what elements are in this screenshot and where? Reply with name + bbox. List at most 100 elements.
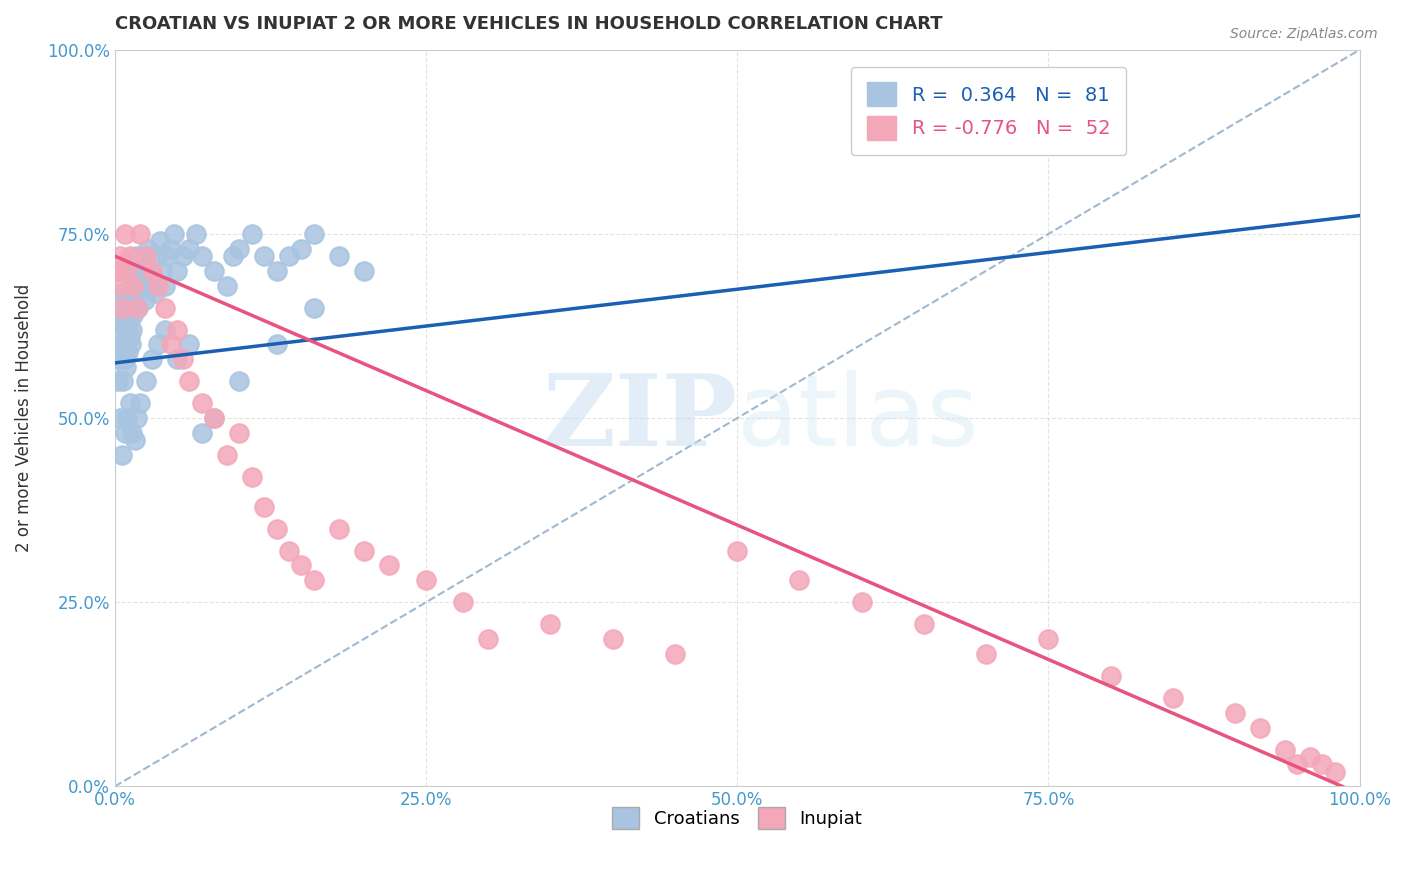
Point xyxy=(253,249,276,263)
Point xyxy=(115,359,138,374)
Point xyxy=(1038,632,1060,647)
Point xyxy=(124,293,146,308)
Point xyxy=(127,301,149,315)
Point xyxy=(146,249,169,263)
Point xyxy=(538,617,561,632)
Point xyxy=(108,249,131,263)
Point xyxy=(1099,669,1122,683)
Point xyxy=(353,264,375,278)
Point xyxy=(121,301,143,315)
Point xyxy=(127,249,149,263)
Point xyxy=(166,264,188,278)
Point xyxy=(215,278,238,293)
Point xyxy=(111,315,134,329)
Point xyxy=(107,323,129,337)
Point xyxy=(127,301,149,315)
Point xyxy=(302,573,325,587)
Text: Source: ZipAtlas.com: Source: ZipAtlas.com xyxy=(1230,27,1378,41)
Point xyxy=(121,323,143,337)
Point xyxy=(453,595,475,609)
Point xyxy=(115,411,138,425)
Point xyxy=(602,632,624,647)
Point xyxy=(125,278,148,293)
Point xyxy=(138,242,160,256)
Point xyxy=(148,337,170,351)
Point xyxy=(202,411,225,425)
Point xyxy=(789,573,811,587)
Point xyxy=(415,573,437,587)
Point xyxy=(166,323,188,337)
Point xyxy=(253,500,276,514)
Point xyxy=(1323,764,1346,779)
Point xyxy=(124,434,146,448)
Point xyxy=(179,242,201,256)
Point xyxy=(135,249,157,263)
Point xyxy=(148,235,170,249)
Point xyxy=(278,543,301,558)
Point xyxy=(477,632,499,647)
Point xyxy=(179,374,201,388)
Point xyxy=(228,425,250,440)
Point xyxy=(1223,706,1246,720)
Point xyxy=(114,308,136,322)
Point xyxy=(153,278,176,293)
Point xyxy=(353,543,375,558)
Point xyxy=(1286,757,1309,772)
Point xyxy=(135,374,157,388)
Point xyxy=(138,278,160,293)
Point xyxy=(120,278,142,293)
Point xyxy=(131,264,153,278)
Point xyxy=(112,374,135,388)
Point xyxy=(153,301,176,315)
Text: ZIP: ZIP xyxy=(543,369,737,467)
Point xyxy=(1161,691,1184,706)
Point xyxy=(115,337,138,351)
Point xyxy=(266,337,288,351)
Point xyxy=(118,330,141,344)
Point xyxy=(664,647,686,661)
Point xyxy=(122,278,145,293)
Text: atlas: atlas xyxy=(737,369,979,467)
Point xyxy=(159,242,181,256)
Point xyxy=(266,264,288,278)
Point xyxy=(974,647,997,661)
Point xyxy=(1310,757,1333,772)
Point xyxy=(141,352,163,367)
Point xyxy=(266,522,288,536)
Point xyxy=(111,301,134,315)
Point xyxy=(328,522,350,536)
Point xyxy=(141,264,163,278)
Point xyxy=(117,315,139,329)
Point xyxy=(159,337,181,351)
Point xyxy=(122,264,145,278)
Point xyxy=(117,344,139,359)
Point xyxy=(184,227,207,241)
Point xyxy=(912,617,935,632)
Point xyxy=(1299,750,1322,764)
Point xyxy=(148,278,170,293)
Point xyxy=(134,293,156,308)
Point xyxy=(122,308,145,322)
Point xyxy=(172,352,194,367)
Point xyxy=(115,323,138,337)
Point xyxy=(143,285,166,300)
Point xyxy=(222,249,245,263)
Point xyxy=(228,374,250,388)
Point xyxy=(302,301,325,315)
Y-axis label: 2 or more Vehicles in Household: 2 or more Vehicles in Household xyxy=(15,284,32,552)
Point xyxy=(377,558,399,573)
Point xyxy=(851,595,873,609)
Point xyxy=(166,352,188,367)
Point xyxy=(120,337,142,351)
Point xyxy=(115,293,138,308)
Point xyxy=(110,301,132,315)
Point xyxy=(202,411,225,425)
Point xyxy=(290,242,312,256)
Point xyxy=(179,337,201,351)
Point xyxy=(725,543,748,558)
Point xyxy=(135,249,157,263)
Point xyxy=(1274,742,1296,756)
Point xyxy=(127,411,149,425)
Point xyxy=(328,249,350,263)
Point xyxy=(108,352,131,367)
